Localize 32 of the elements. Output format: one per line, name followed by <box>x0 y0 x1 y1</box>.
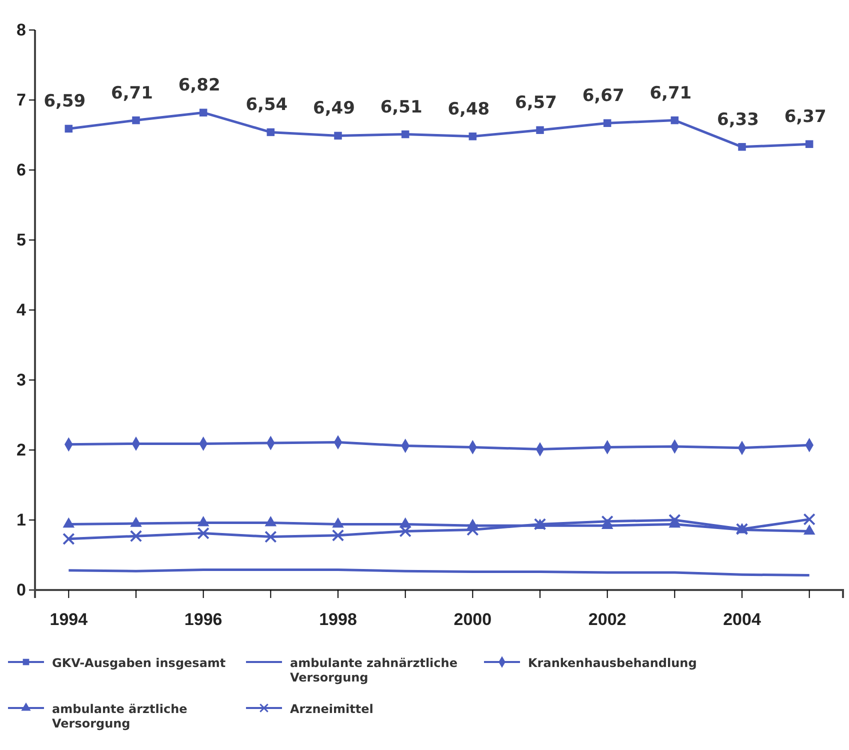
x-tick-label: 1996 <box>184 610 222 629</box>
y-tick-label: 0 <box>16 580 26 600</box>
legend-label: ambulante zahnärztliche Versorgung <box>290 656 458 684</box>
data-label: 6,37 <box>784 107 826 128</box>
data-label: 6,49 <box>313 98 355 119</box>
legend-label: GKV-Ausgaben insgesamt <box>52 656 226 670</box>
x-tick-label: 2002 <box>588 610 626 629</box>
data-label: 6,54 <box>246 95 288 116</box>
legend-label: Krankenhausbehandlung <box>528 656 697 670</box>
data-label: 6,33 <box>717 110 759 130</box>
legend-label: Arzneimittel <box>290 702 374 716</box>
y-tick-label: 5 <box>16 230 26 250</box>
legend-label: ambulante ärztliche Versorgung <box>52 702 188 730</box>
y-tick-label: 8 <box>16 20 26 40</box>
data-label: 6,48 <box>448 99 490 120</box>
x-tick-label: 1998 <box>319 610 357 629</box>
data-label: 6,51 <box>380 97 422 118</box>
y-tick-label: 4 <box>16 300 27 320</box>
y-tick-label: 1 <box>16 510 26 530</box>
y-tick-label: 3 <box>16 370 26 390</box>
x-tick-label: 2000 <box>454 610 492 629</box>
y-tick-label: 7 <box>16 90 26 110</box>
data-label: 6,71 <box>650 83 692 104</box>
data-label: 6,67 <box>582 86 624 106</box>
y-tick-label: 6 <box>16 160 26 180</box>
data-label: 6,59 <box>44 92 86 112</box>
y-tick-label: 2 <box>16 440 26 460</box>
x-tick-label: 1994 <box>50 610 88 629</box>
data-label: 6,57 <box>515 93 557 114</box>
data-label: 6,71 <box>111 83 153 104</box>
x-tick-label: 2004 <box>723 610 762 629</box>
data-label: 6,82 <box>178 76 220 96</box>
